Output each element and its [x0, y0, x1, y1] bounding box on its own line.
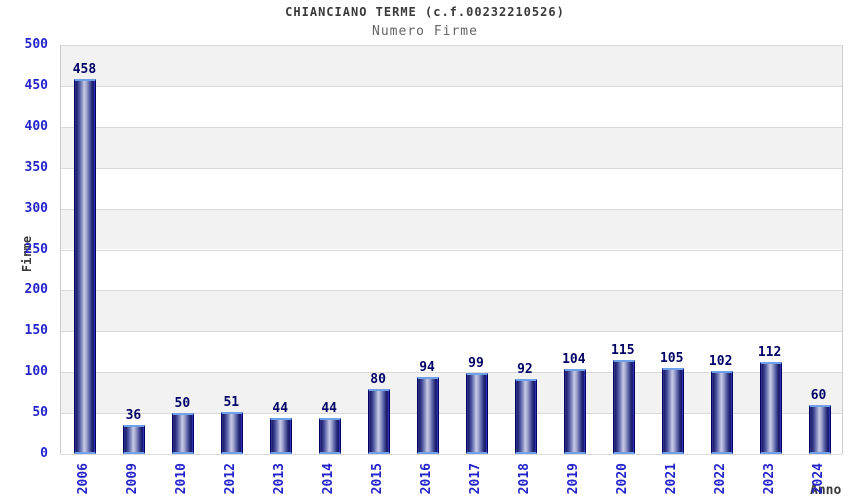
background-band: [61, 331, 842, 373]
background-band: [61, 208, 842, 250]
bar: [563, 368, 586, 454]
y-tick-label: 200: [24, 282, 48, 298]
bar: [612, 359, 635, 454]
y-tick-label: 50: [32, 405, 48, 421]
chart-subtitle: Numero Firme: [372, 24, 478, 39]
bar-value-label: 60: [810, 387, 827, 403]
gridline: [61, 167, 842, 169]
y-tick-label: 0: [40, 446, 48, 461]
bar-value-label: 50: [174, 396, 191, 412]
bar-value-label: 51: [223, 395, 240, 411]
bar-value-label: 102: [708, 353, 733, 369]
bar: [74, 79, 97, 454]
bar: [808, 404, 831, 454]
gridline: [61, 85, 842, 87]
background-band: [61, 45, 842, 86]
gridline: [61, 454, 842, 455]
bar-value-label: 80: [370, 371, 386, 387]
x-tick-label: 2018: [516, 463, 532, 495]
y-tick-label: 450: [24, 77, 48, 93]
gridline: [61, 126, 842, 128]
gridline: [61, 208, 842, 210]
bar: [123, 424, 146, 454]
y-tick-label: 300: [24, 200, 48, 216]
x-tick-label: 2009: [125, 463, 141, 495]
x-tick-label: 2010: [174, 463, 190, 495]
bar-value-label: 104: [562, 351, 586, 367]
background-band: [61, 167, 842, 209]
bar-value-label: 115: [611, 342, 635, 358]
bar: [172, 413, 195, 454]
bar: [368, 388, 391, 454]
x-tick-label: 2019: [565, 463, 581, 495]
y-tick-label: 500: [24, 37, 48, 52]
bar-value-label: 105: [659, 351, 684, 367]
bar: [759, 362, 782, 454]
bar: [465, 373, 488, 454]
x-tick-label: 2023: [761, 463, 777, 495]
gridline: [61, 372, 842, 374]
background-band: [61, 249, 842, 291]
x-tick-label: 2014: [321, 463, 337, 495]
gridline: [61, 290, 842, 292]
plot-area: [60, 45, 843, 455]
x-tick-label: 2017: [467, 463, 483, 495]
bar-value-label: 99: [468, 356, 484, 372]
y-tick-label: 350: [24, 159, 48, 175]
x-tick-label: 2016: [419, 463, 435, 495]
bar: [514, 378, 537, 454]
bar-value-label: 94: [419, 360, 435, 376]
bar: [270, 418, 293, 454]
gridline: [61, 331, 842, 333]
gridline: [61, 413, 842, 415]
background-band: [61, 126, 842, 168]
gridline: [61, 45, 842, 46]
bar: [661, 368, 684, 454]
x-tick-label: 2006: [76, 463, 92, 495]
x-tick-label: 2012: [223, 463, 239, 495]
y-tick-label: 100: [24, 364, 48, 380]
background-band: [61, 290, 842, 332]
bar: [221, 412, 244, 454]
bar-value-label: 458: [72, 62, 97, 78]
x-axis-title: Anno: [810, 483, 842, 498]
bar: [417, 377, 440, 454]
bar: [710, 370, 733, 454]
bar-value-label: 44: [272, 401, 289, 416]
y-tick-label: 250: [24, 241, 48, 257]
bar-value-label: 44: [321, 401, 337, 416]
x-tick-label: 2020: [614, 463, 630, 495]
background-band: [61, 85, 842, 127]
chart-title: CHIANCIANO TERME (c.f.00232210526): [285, 5, 565, 19]
y-tick-label: 400: [24, 118, 48, 134]
y-tick-label: 150: [24, 323, 48, 339]
bar-value-label: 36: [125, 407, 142, 423]
bar-value-label: 112: [757, 345, 782, 361]
x-tick-label: 2024: [810, 463, 826, 495]
bar: [319, 418, 342, 454]
x-tick-label: 2021: [663, 463, 679, 495]
x-tick-label: 2013: [272, 463, 288, 495]
x-tick-label: 2015: [370, 463, 386, 495]
gridline: [61, 249, 842, 251]
bar-value-label: 92: [517, 361, 533, 377]
x-tick-label: 2022: [712, 463, 728, 495]
